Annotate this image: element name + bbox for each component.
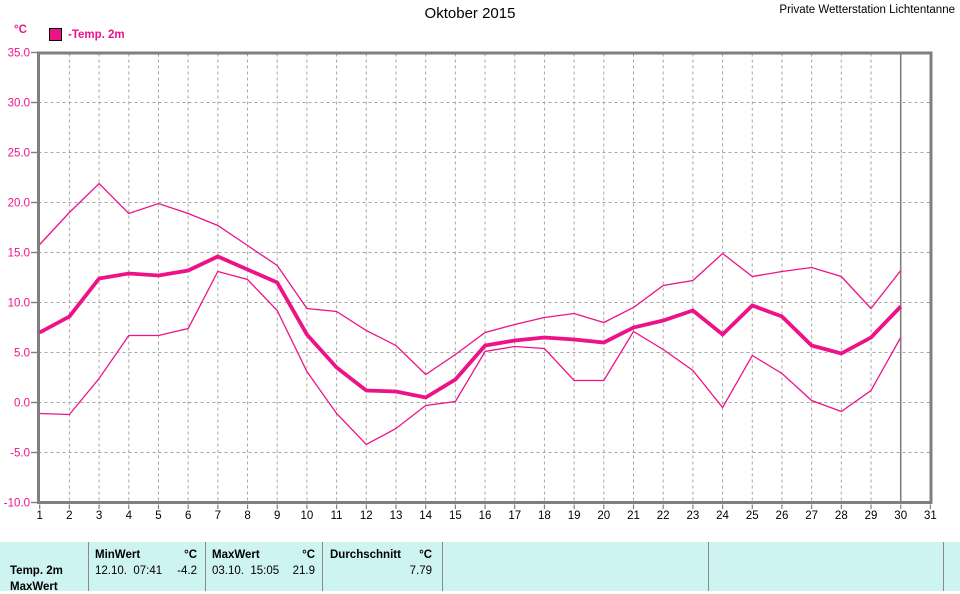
- x-tick-label: 16: [479, 510, 492, 522]
- y-tick-label: 35.0: [8, 48, 30, 60]
- x-tick-label: 10: [301, 510, 314, 522]
- x-tick-label: 19: [568, 510, 581, 522]
- series-line-daily-min: [39, 270, 902, 446]
- gridlines: [38, 53, 931, 502]
- x-tick-label: 5: [155, 510, 161, 522]
- chart-legend: -Temp. 2m: [49, 28, 125, 41]
- x-tick-label: 13: [390, 510, 403, 522]
- minwert-header-cell: MinWert °C: [95, 549, 197, 562]
- plot-border: [37, 51, 933, 504]
- x-tick-label: 4: [126, 510, 133, 522]
- temp-2m-legend-swatch-icon: [49, 28, 62, 41]
- x-tick-label: 22: [657, 510, 670, 522]
- x-tick-label: 7: [215, 510, 221, 522]
- table-separator: [943, 542, 944, 591]
- y-tick-label: -5.0: [10, 448, 30, 460]
- y-tick-label: 20.0: [8, 198, 30, 210]
- x-tick-label: 12: [360, 510, 373, 522]
- minwert-datetime: 12.10. 07:41: [95, 565, 163, 577]
- minwert-value-cell: 12.10. 07:41 -4.2: [95, 565, 197, 578]
- maxwert-header-cell: MaxWert °C: [212, 549, 315, 562]
- x-tick-label: 18: [538, 510, 551, 522]
- table-separator: [205, 542, 206, 591]
- x-tick-label: 28: [835, 510, 848, 522]
- y-tick-label: -10.0: [4, 498, 30, 510]
- x-tick-label: 3: [96, 510, 102, 522]
- y-axis: 35.0 30.0 25.0 20.0 15.0 10.0 5.0 0.0 -5.0 -10.0: [4, 48, 37, 510]
- page-title: Oktober 2015: [424, 5, 516, 22]
- series-line-mean: [38, 254, 903, 400]
- x-tick-label: 20: [597, 510, 610, 522]
- x-tick-label: 14: [419, 510, 432, 522]
- maxwert-value-cell: 03.10. 15:05 21.9: [212, 565, 315, 578]
- durchschnitt-header-cell: Durchschnitt °C: [330, 549, 432, 562]
- maxwert-unit: °C: [302, 549, 315, 561]
- durchschnitt-header: Durchschnitt: [330, 549, 401, 561]
- y-tick-label: 10.0: [8, 298, 30, 310]
- x-tick-label: 17: [508, 510, 521, 522]
- next-row-label: MaxWert: [10, 581, 58, 593]
- durchschnitt-value-cell: 7.79: [330, 565, 432, 578]
- table-separator: [88, 542, 89, 591]
- table-separator: [322, 542, 323, 591]
- x-tick-label: 25: [746, 510, 759, 522]
- x-tick-label: 15: [449, 510, 462, 522]
- x-tick-label: 9: [274, 510, 280, 522]
- maxwert-header: MaxWert: [212, 549, 260, 561]
- x-tick-label: 6: [185, 510, 191, 522]
- table-separator: [442, 542, 443, 591]
- x-tick-label: 31: [924, 510, 937, 522]
- maxwert-value: 21.9: [292, 565, 315, 577]
- minwert-unit: °C: [184, 549, 197, 561]
- durchschnitt-value: 7.79: [409, 565, 432, 577]
- y-axis-unit-label: °C: [14, 24, 27, 36]
- x-tick-label: 1: [36, 510, 42, 522]
- y-tick-label: 25.0: [8, 148, 30, 160]
- x-tick-label: 11: [331, 510, 343, 522]
- row-label: Temp. 2m: [10, 565, 63, 577]
- durchschnitt-unit: °C: [419, 549, 432, 561]
- y-tick-label: 5.0: [14, 348, 30, 360]
- y-tick-label: 30.0: [8, 98, 30, 110]
- y-tick-label: 0.0: [14, 398, 30, 410]
- x-tick-label: 21: [627, 510, 640, 522]
- station-name: Private Wetterstation Lichtentanne: [779, 4, 955, 16]
- x-tick-label: 24: [716, 510, 729, 522]
- next-row-label-cell: MaxWert: [10, 581, 82, 594]
- x-axis: 1 2 3 4 5 6 7 8 9 10 11 12 13 14 15 16 17 18 19 20 21 22 23 24 2…: [36, 504, 937, 522]
- x-tick-label: 23: [686, 510, 699, 522]
- maxwert-datetime: 03.10. 15:05: [212, 565, 280, 577]
- minwert-value: -4.2: [177, 565, 197, 577]
- x-tick-label: 2: [66, 510, 72, 522]
- x-tick-label: 30: [894, 510, 907, 522]
- legend-label: -Temp. 2m: [68, 28, 125, 41]
- series-line-daily-max: [39, 182, 902, 376]
- minwert-header: MinWert: [95, 549, 141, 561]
- x-tick-label: 29: [865, 510, 878, 522]
- x-tick-label: 8: [244, 510, 250, 522]
- x-tick-label: 27: [805, 510, 818, 522]
- summary-table: MinWert °C MaxWert °C Durchschnitt °C Te…: [0, 542, 960, 594]
- row-label-cell: Temp. 2m: [10, 565, 82, 578]
- y-tick-label: 15.0: [8, 248, 30, 260]
- table-separator: [708, 542, 709, 591]
- temperature-chart: 35.0 30.0 25.0 20.0 15.0 10.0 5.0 0.0 -5.0 -10.0 1…: [4, 48, 937, 523]
- x-tick-label: 26: [776, 510, 789, 522]
